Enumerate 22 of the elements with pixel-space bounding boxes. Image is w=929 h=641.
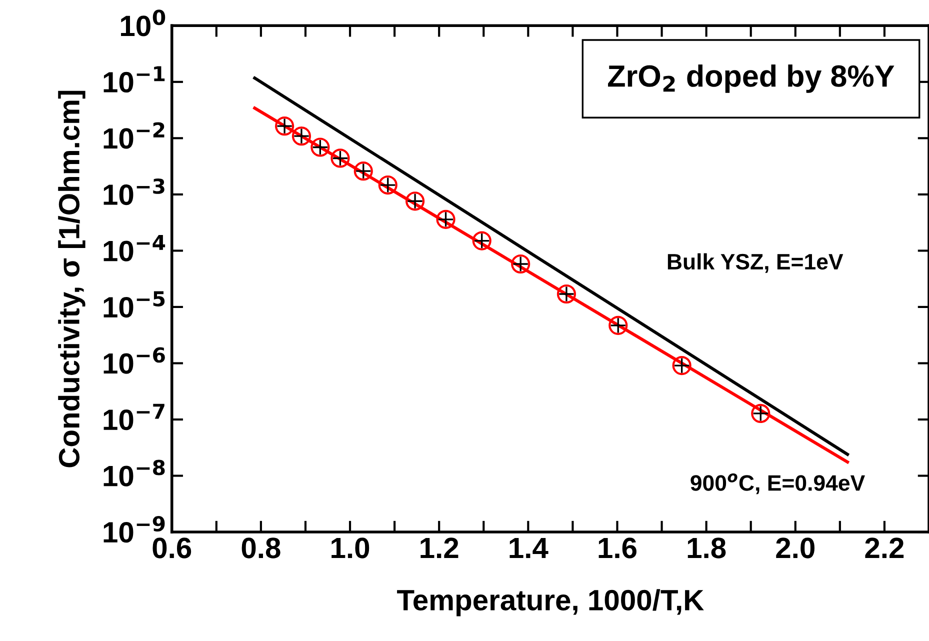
y-tick-label: 10$^{−2}$ (104, 122, 164, 149)
y-tick-label: 10$^{0}$ (121, 10, 166, 36)
x-tick-label: 1.2 (420, 538, 458, 558)
y-tick-label: 10$^{−6}$ (104, 347, 165, 374)
x-tick-label: 1.4 (510, 538, 548, 558)
y-tick-label: 10$^{−3}$ (104, 178, 164, 206)
x-axis-title: Temperature, 1000/T,K (397, 589, 704, 616)
x-tick-label: 1.8 (688, 538, 726, 558)
x-tick-label: 1.0 (332, 538, 370, 558)
y-tick-label: 10$^{−7}$ (104, 404, 164, 430)
annotation: 900$^{o}$C, E=0.94eV (690, 473, 865, 494)
y-tick-label: 10$^{−8}$ (104, 460, 165, 486)
x-tick-label: 1.6 (598, 538, 636, 558)
y-tick-label: 10$^{−1}$ (104, 66, 165, 93)
annotation: Bulk YSZ, E=1eV (668, 253, 844, 273)
y-axis-title: Conductivity, σ [1/Ohm.cm] (58, 90, 86, 468)
y-tick-label: 10$^{−4}$ (104, 235, 166, 262)
x-tick-label: 0.8 (242, 538, 280, 558)
x-tick-label: 2.2 (865, 538, 904, 558)
annotation: ZrO$_{2}$ doped by 8%Y (608, 64, 894, 93)
x-tick-label: 2.0 (776, 538, 814, 558)
y-tick-label: 10$^{−5}$ (104, 291, 165, 318)
